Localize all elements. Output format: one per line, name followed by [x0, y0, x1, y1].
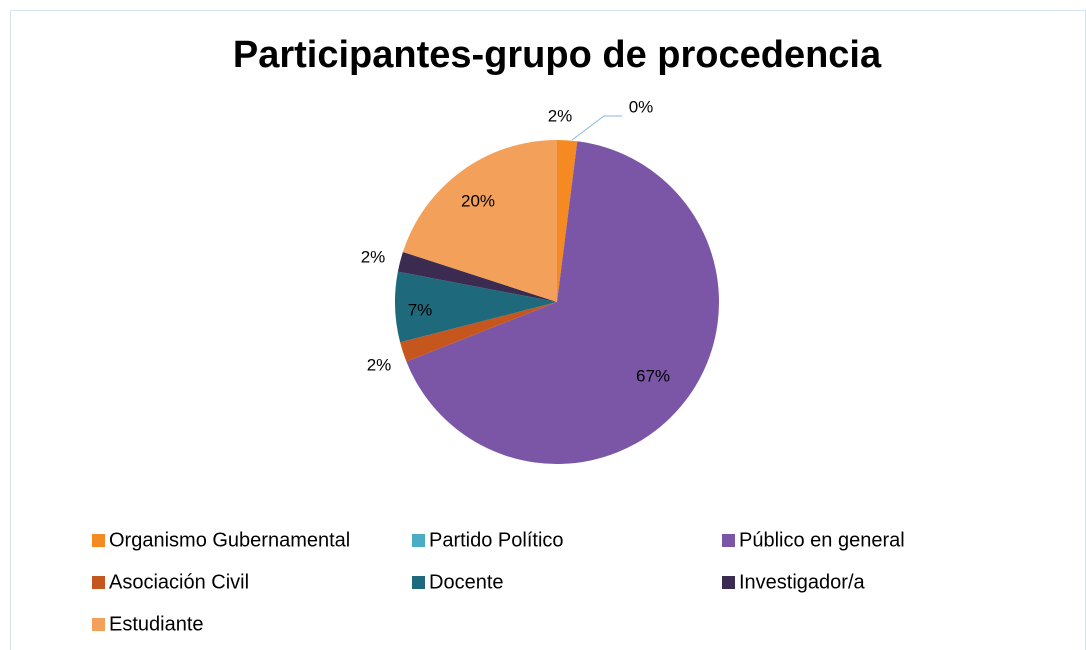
leader-line — [571, 115, 622, 141]
legend-label: Estudiante — [109, 613, 204, 635]
data-label: 2% — [367, 355, 392, 374]
legend-swatch — [412, 534, 425, 547]
pie-slice — [406, 141, 719, 465]
legend-label: Organismo Gubernamental — [109, 529, 350, 551]
pie-slice — [402, 140, 557, 302]
legend-swatch — [92, 576, 105, 589]
pie-slice — [557, 140, 578, 302]
data-label: 2% — [548, 106, 573, 125]
data-label: 67% — [636, 366, 670, 385]
data-label: 7% — [408, 300, 433, 319]
legend-swatch — [722, 576, 735, 589]
legend-label: Partido Político — [429, 529, 564, 551]
legend-swatch — [92, 618, 105, 631]
legend-swatch — [412, 576, 425, 589]
pie-slice — [400, 302, 557, 362]
pie-slice — [397, 251, 557, 302]
legend-label: Público en general — [739, 529, 905, 551]
legend-label: Asociación Civil — [109, 571, 249, 593]
legend-swatch — [722, 534, 735, 547]
data-label: 2% — [361, 247, 386, 266]
data-label: 20% — [461, 191, 495, 210]
pie-slice — [395, 271, 557, 343]
legend-label: Investigador/a — [739, 571, 866, 593]
chart-title: Participantes-grupo de procedencia — [233, 34, 882, 76]
legend-swatch — [92, 534, 105, 547]
data-label: 0% — [629, 97, 654, 116]
legend-label: Docente — [429, 571, 504, 593]
